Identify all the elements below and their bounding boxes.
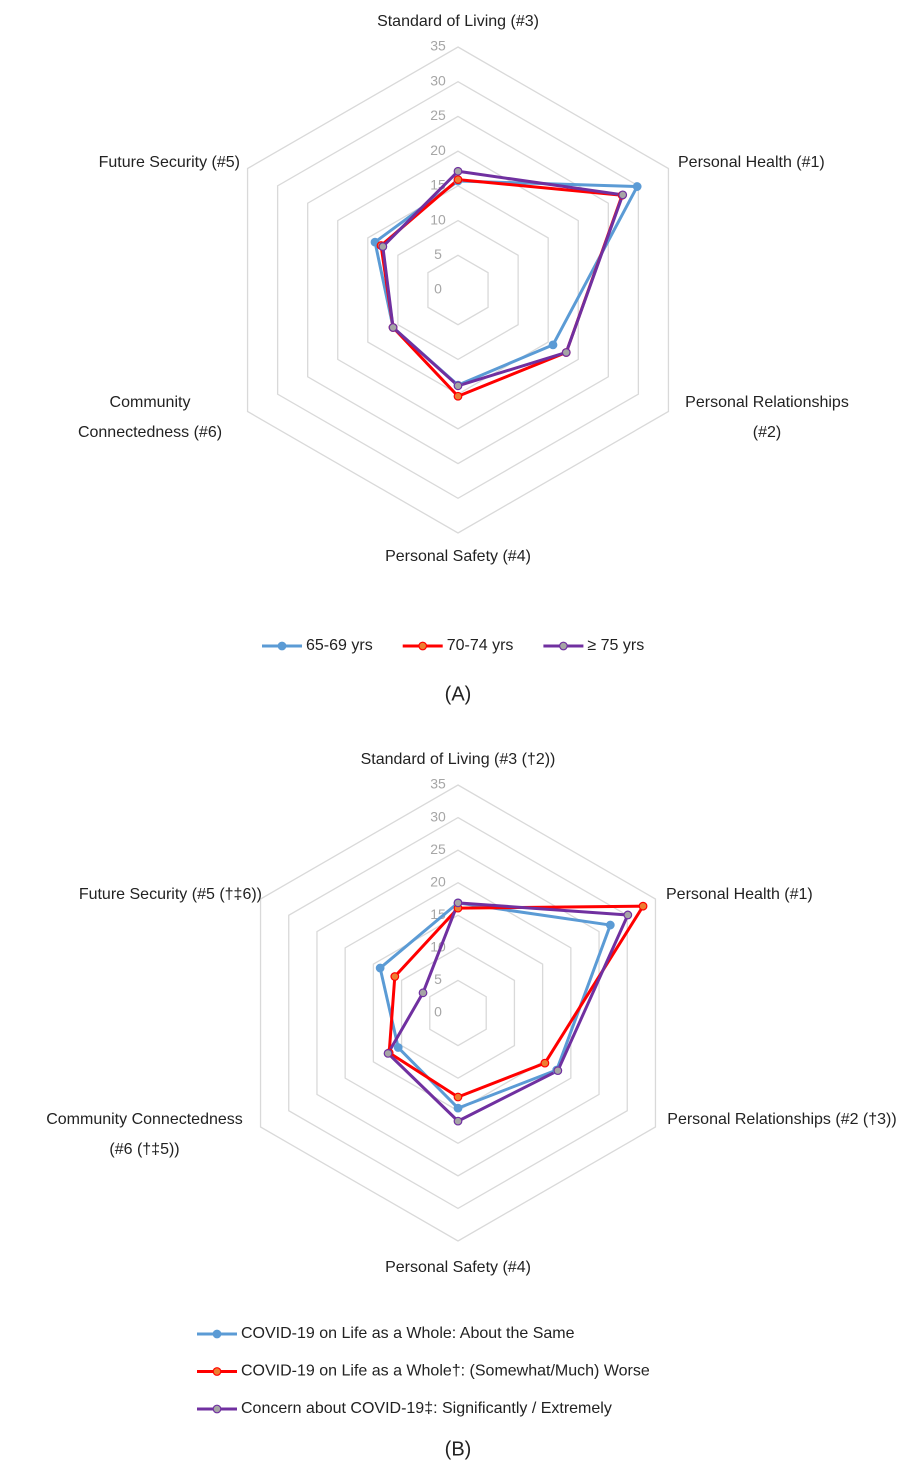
grid-ring	[429, 979, 487, 1047]
grid-ring	[397, 219, 519, 361]
legend-label: 70-74 yrs	[447, 637, 514, 654]
grid-ring	[367, 185, 549, 395]
axis-label: Personal Relationships (#2 (†3))	[667, 1111, 897, 1128]
marker	[632, 182, 642, 191]
marker	[375, 963, 385, 973]
legend-marker	[212, 1329, 222, 1339]
legend-marker	[418, 641, 428, 651]
grid-ring	[337, 150, 579, 430]
marker	[548, 340, 558, 350]
axis-label: Standard of Living (#3)	[377, 13, 539, 30]
r-tick-label: 30	[430, 808, 446, 824]
axis-label: Standard of Living (#3 (†2))	[360, 751, 556, 768]
axis-label: Personal Safety (#4)	[385, 1259, 531, 1276]
marker	[561, 348, 571, 357]
grid-ring	[400, 947, 516, 1079]
marker	[623, 910, 633, 920]
grid-ring	[259, 784, 657, 1242]
panel-label: (A)	[445, 683, 472, 705]
legend-label: 65-69 yrs	[306, 637, 373, 654]
r-tick-label: 20	[430, 142, 446, 158]
grid-ring	[276, 80, 640, 500]
r-tick-label: 20	[430, 873, 446, 889]
grid-ring	[427, 254, 489, 326]
marker	[453, 1092, 463, 1102]
marker	[453, 1116, 463, 1126]
marker	[390, 972, 400, 981]
series-line	[373, 179, 639, 387]
marker	[553, 1066, 563, 1076]
axis-label: Future Security (#5)	[98, 154, 240, 171]
marker	[618, 190, 628, 200]
grid-ring	[316, 849, 600, 1177]
r-tick-label: 25	[430, 107, 446, 123]
r-tick-label: 5	[434, 971, 442, 987]
axis-label: Personal Relationships (#2)	[685, 394, 849, 441]
legend-label: ≥ 75 yrs	[587, 637, 644, 654]
marker	[383, 1048, 393, 1058]
legend-marker	[212, 1367, 222, 1376]
r-tick-label: 35	[430, 776, 446, 792]
marker	[605, 920, 615, 930]
r-tick-label: 0	[434, 281, 442, 297]
axis-label: Personal Health (#1)	[666, 886, 813, 903]
r-tick-label: 0	[434, 1004, 442, 1020]
grid-ring	[344, 881, 572, 1145]
axis-label: Personal Health (#1)	[678, 154, 825, 171]
r-tick-label: 10	[430, 211, 446, 227]
r-tick-label: 35	[430, 38, 446, 54]
axis-label: Community Connectedness (#6 (†‡5))	[46, 1111, 243, 1158]
marker	[453, 381, 463, 391]
grid-ring	[246, 46, 670, 534]
panel-label: (B)	[445, 1438, 472, 1460]
series-line	[387, 904, 645, 1099]
legend-label: COVID-19 on Life as a Whole: About the S…	[241, 1325, 575, 1342]
legend-marker	[212, 1404, 222, 1414]
marker	[453, 898, 463, 908]
marker	[393, 1043, 403, 1052]
legend-marker	[559, 641, 568, 651]
axis-label: Personal Safety (#4)	[385, 548, 531, 565]
r-tick-label: 25	[430, 841, 446, 857]
axis-label: Future Security (#5 (†‡6))	[78, 886, 262, 903]
axis-label: Community Connectedness (#6)	[77, 394, 223, 441]
legend-marker	[277, 641, 287, 651]
r-tick-label: 5	[434, 246, 442, 262]
grid-ring	[372, 914, 544, 1112]
marker	[638, 901, 648, 911]
marker	[453, 1103, 463, 1113]
legend-label: Concern about COVID-19‡: Significantly /…	[241, 1400, 612, 1417]
grid-ring	[307, 115, 609, 465]
r-tick-label: 30	[430, 72, 446, 88]
marker	[453, 391, 463, 401]
marker	[388, 323, 398, 332]
marker	[453, 175, 463, 185]
marker	[418, 988, 428, 998]
marker	[453, 166, 463, 176]
marker	[378, 242, 388, 252]
marker	[540, 1058, 550, 1068]
legend-label: COVID-19 on Life as a Whole†: (Somewhat/…	[241, 1363, 650, 1380]
